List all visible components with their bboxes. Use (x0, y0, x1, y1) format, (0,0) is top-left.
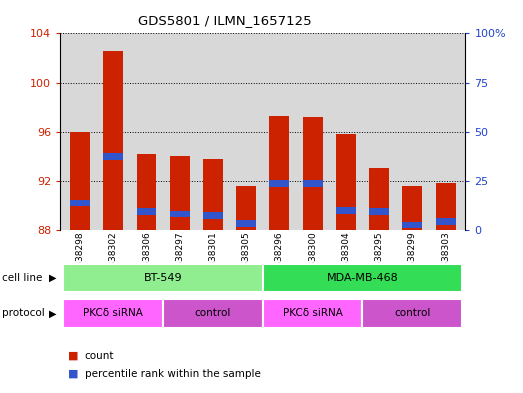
Bar (303, 117, 323, 230)
Bar (436, 183, 456, 230)
Bar (63, 299, 163, 328)
Bar (269, 180, 289, 187)
Text: BT-549: BT-549 (144, 273, 183, 283)
Text: ■: ■ (68, 369, 78, 379)
Bar (137, 208, 156, 215)
Bar (236, 186, 256, 230)
Bar (263, 299, 362, 328)
Bar (70, 132, 90, 230)
Bar (104, 153, 123, 160)
Bar (263, 264, 462, 292)
Bar (137, 154, 156, 230)
Text: percentile rank within the sample: percentile rank within the sample (85, 369, 260, 379)
Text: MDA-MB-468: MDA-MB-468 (326, 273, 399, 283)
Text: PKCδ siRNA: PKCδ siRNA (283, 309, 343, 318)
Text: protocol: protocol (2, 309, 44, 318)
Text: control: control (394, 309, 430, 318)
Bar (170, 156, 190, 230)
Bar (369, 208, 389, 215)
Bar (203, 212, 223, 219)
Bar (336, 134, 356, 230)
Bar (70, 200, 90, 206)
Bar (163, 299, 263, 328)
Bar (269, 116, 289, 230)
Bar (362, 299, 462, 328)
Bar (203, 159, 223, 230)
Bar (402, 186, 422, 230)
Bar (336, 207, 356, 214)
Text: ■: ■ (68, 351, 78, 361)
Bar (303, 180, 323, 187)
Bar (436, 218, 456, 225)
Bar (369, 169, 389, 230)
Text: ▶: ▶ (49, 273, 56, 283)
Bar (402, 222, 422, 228)
Text: PKCδ siRNA: PKCδ siRNA (83, 309, 143, 318)
Text: GDS5801 / ILMN_1657125: GDS5801 / ILMN_1657125 (138, 14, 312, 27)
Text: ▶: ▶ (49, 309, 56, 318)
Bar (236, 220, 256, 227)
Text: count: count (85, 351, 114, 361)
Bar (63, 264, 263, 292)
Text: control: control (195, 309, 231, 318)
Bar (104, 51, 123, 230)
Text: cell line: cell line (2, 273, 42, 283)
Bar (170, 211, 190, 217)
